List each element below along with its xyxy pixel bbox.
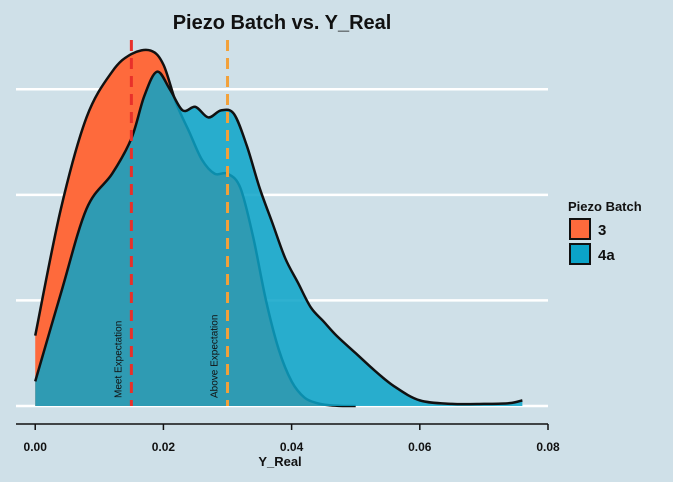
x-tick-label-1: 0.02: [152, 440, 176, 454]
legend-swatch-3: [569, 218, 591, 240]
x-axis-label: Y_Real: [258, 454, 301, 469]
legend: Piezo Batch 3 4a: [568, 199, 642, 265]
legend-title: Piezo Batch: [568, 199, 642, 214]
expectation-label-0: Meet Expectation: [113, 321, 124, 398]
x-tick-label-4: 0.08: [536, 440, 560, 454]
legend-swatch-4a: [569, 243, 591, 265]
area-layer: [34, 48, 523, 408]
legend-label-4a: 4a: [598, 247, 615, 264]
chart-title: Piezo Batch vs. Y_Real: [173, 12, 392, 34]
expectation-label-1: Above Expectation: [210, 315, 221, 398]
density-area-4a: [35, 71, 523, 407]
x-axis: 0.00 0.02 0.04 0.06 0.08: [16, 423, 560, 454]
density-outline-4a: [34, 70, 523, 406]
x-tick-label-2: 0.04: [280, 440, 304, 454]
x-tick-label-3: 0.06: [408, 440, 432, 454]
x-tick-label-0: 0.00: [24, 440, 48, 454]
expectation-lines: Meet Expectation Above Expectation: [113, 40, 230, 406]
legend-label-3: 3: [598, 222, 606, 239]
